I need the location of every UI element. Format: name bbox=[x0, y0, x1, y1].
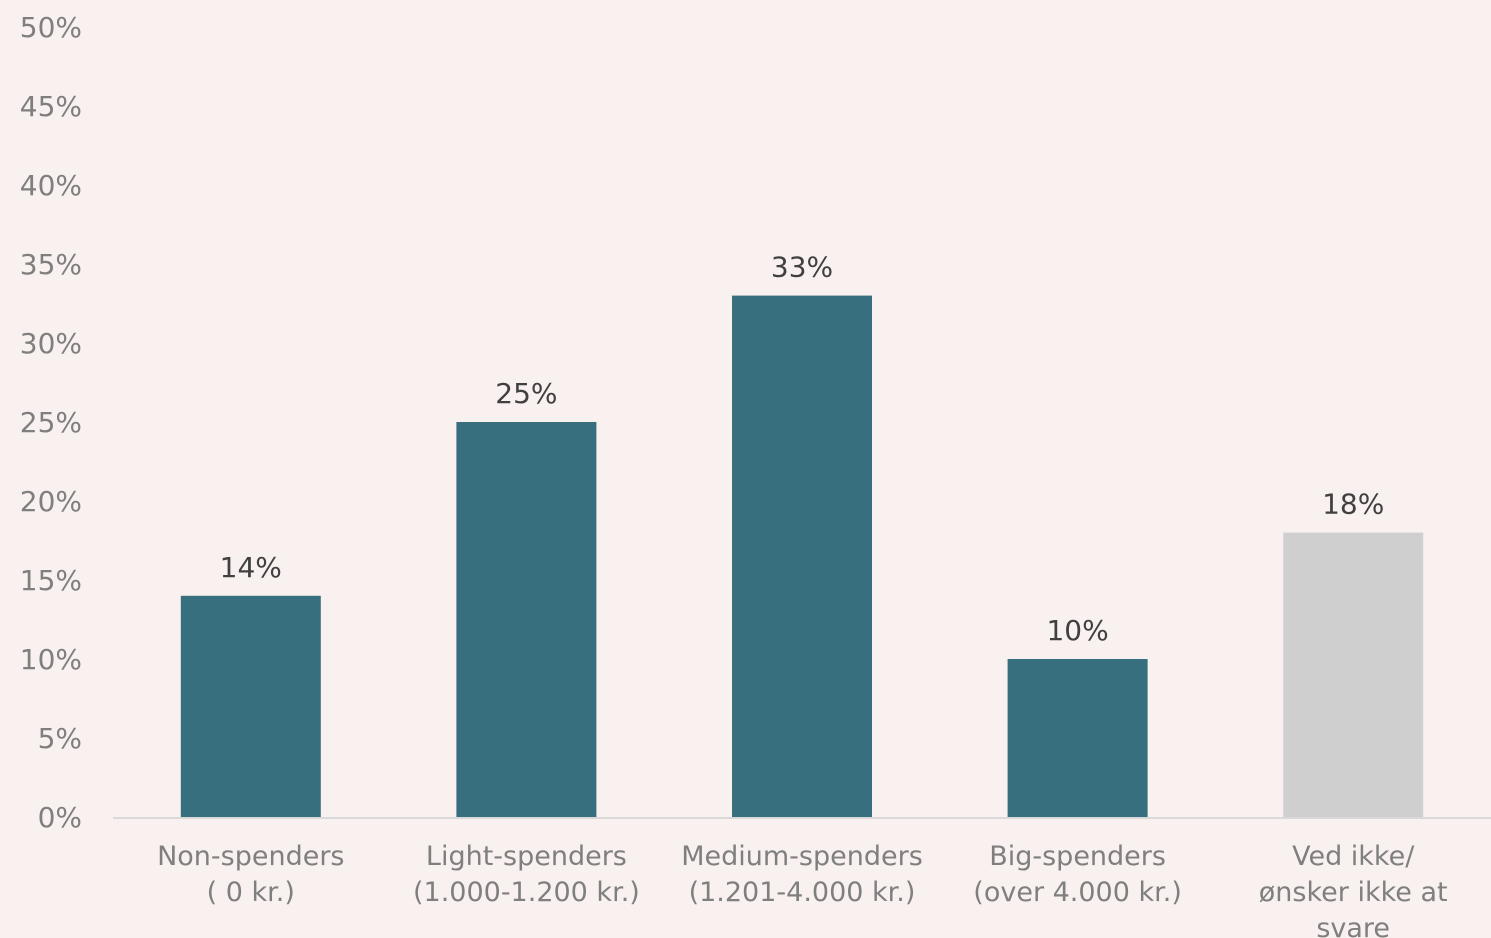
x-tick-label: Light-spenders (1.000-1.200 kr.) bbox=[413, 841, 640, 908]
y-tick-label: 5% bbox=[38, 722, 82, 755]
bar bbox=[1008, 659, 1148, 817]
x-tick-label: Ved ikke/ønsker ikke at svare bbox=[1259, 841, 1448, 938]
y-tick-label: 50% bbox=[20, 11, 82, 44]
y-tick-label: 40% bbox=[20, 169, 82, 202]
y-tick-label: 30% bbox=[20, 327, 82, 360]
data-label: 18% bbox=[1322, 488, 1384, 521]
x-axis: Non-spenders( 0 kr.) Light-spenders (1.000… bbox=[157, 841, 1448, 938]
y-axis: 0% 5% 10% 15% 20% 25% 30% 35% 40% 45% 50% bbox=[20, 11, 82, 834]
bar bbox=[181, 596, 321, 817]
bars-group bbox=[181, 296, 1423, 817]
y-tick-label: 45% bbox=[20, 90, 82, 123]
data-label: 33% bbox=[771, 251, 833, 284]
bar bbox=[732, 296, 872, 817]
x-tick-label: Medium-spenders (1.201-4.000 kr.) bbox=[681, 841, 923, 908]
y-tick-label: 20% bbox=[20, 485, 82, 518]
y-tick-label: 10% bbox=[20, 643, 82, 676]
data-label: 14% bbox=[220, 551, 282, 584]
data-label: 10% bbox=[1046, 614, 1108, 647]
x-tick-label: Non-spenders( 0 kr.) bbox=[157, 841, 344, 908]
y-tick-label: 0% bbox=[38, 801, 82, 834]
y-tick-label: 15% bbox=[20, 564, 82, 597]
x-tick-label: Big-spenders (over 4.000 kr.) bbox=[973, 841, 1182, 908]
data-label: 25% bbox=[495, 377, 557, 410]
bar bbox=[456, 422, 596, 817]
y-tick-label: 35% bbox=[20, 248, 82, 281]
bar bbox=[1283, 533, 1423, 817]
y-tick-label: 25% bbox=[20, 406, 82, 439]
